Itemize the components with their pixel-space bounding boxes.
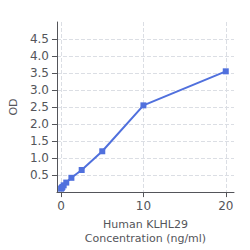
svg-text:3.5: 3.5: [30, 66, 49, 80]
svg-text:0: 0: [57, 199, 65, 213]
svg-text:OD: OD: [7, 98, 20, 115]
svg-text:Human KLHL29: Human KLHL29: [103, 218, 188, 231]
svg-text:0.5: 0.5: [30, 168, 49, 182]
svg-text:1.5: 1.5: [30, 134, 49, 148]
svg-text:3.0: 3.0: [30, 83, 49, 97]
svg-text:2.5: 2.5: [30, 100, 49, 114]
svg-text:20: 20: [218, 199, 233, 213]
svg-text:2.0: 2.0: [30, 117, 49, 131]
svg-text:1.0: 1.0: [30, 151, 49, 165]
svg-text:4.5: 4.5: [30, 32, 49, 46]
svg-text:Concentration (ng/ml): Concentration (ng/ml): [85, 232, 206, 245]
svg-text:10: 10: [136, 199, 151, 213]
svg-text:4.0: 4.0: [30, 49, 49, 63]
